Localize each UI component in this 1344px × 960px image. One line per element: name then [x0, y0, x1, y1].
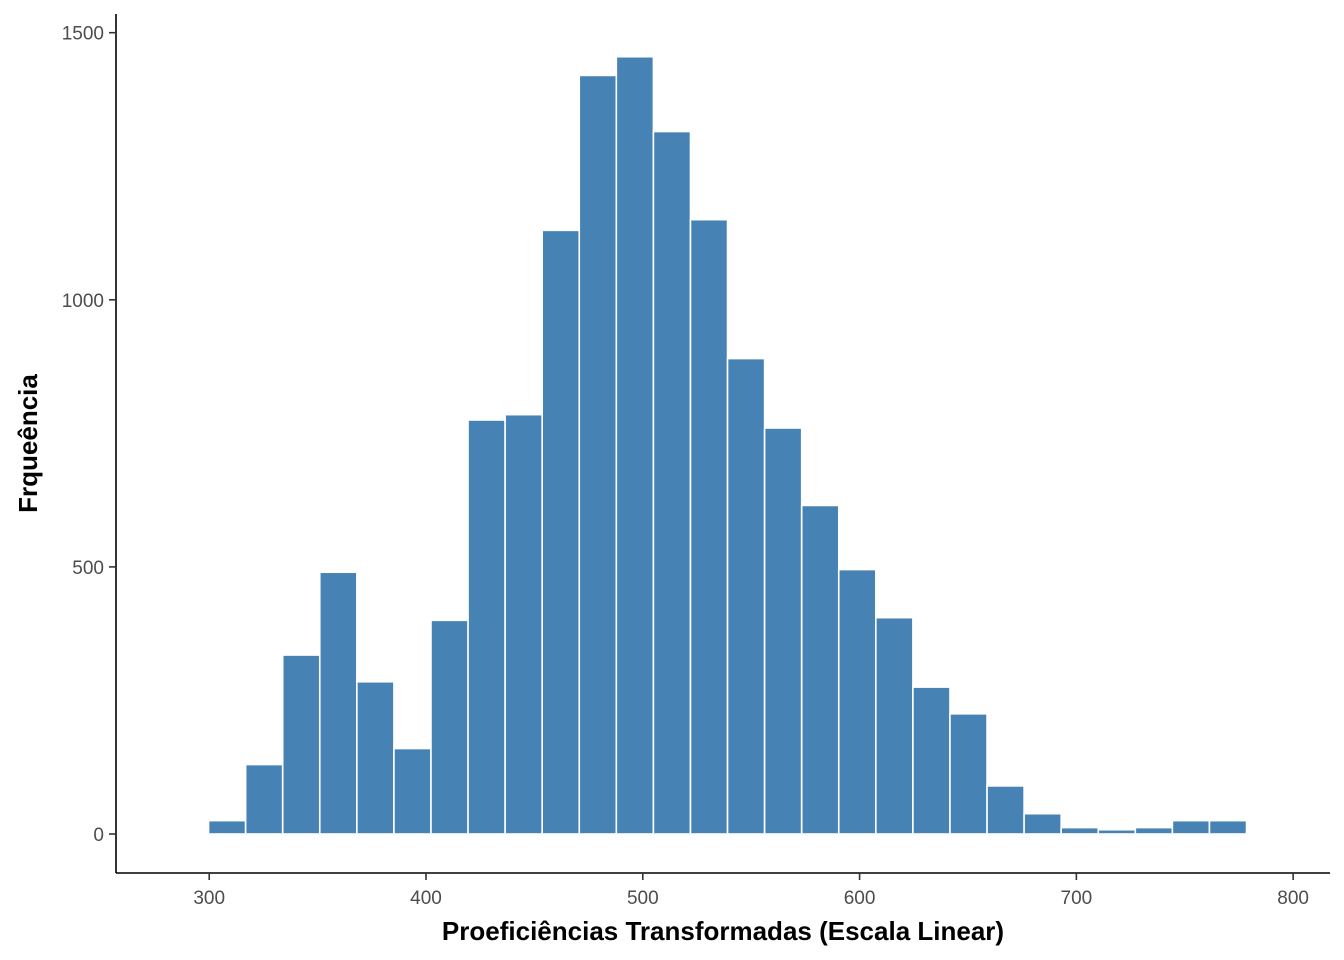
- histogram-bar: [875, 616, 914, 835]
- histogram-bar: [281, 654, 321, 835]
- histogram-bars: [207, 55, 1285, 835]
- histogram-bar: [837, 568, 877, 835]
- histogram-bar: [652, 130, 692, 835]
- x-tick-label: 600: [844, 888, 876, 909]
- histogram-bar: [430, 619, 469, 835]
- histogram-bar: [207, 819, 247, 835]
- histogram-bar: [541, 229, 581, 835]
- x-axis-ticks: 300 400 500 600 700 800: [193, 873, 1309, 909]
- histogram-bar: [504, 413, 544, 835]
- y-tick-label: 1000: [62, 291, 104, 312]
- x-tick-label: 300: [193, 888, 225, 909]
- histogram-bar: [1171, 819, 1211, 835]
- histogram-bar: [1023, 812, 1062, 835]
- histogram-bar: [393, 747, 432, 835]
- histogram-bar: [615, 55, 655, 835]
- histogram-bar: [763, 427, 803, 835]
- histogram-bar: [318, 571, 358, 835]
- x-axis-title: Proeficiências Transformadas (Escala Lin…: [442, 916, 1004, 946]
- histogram-bar: [986, 785, 1025, 835]
- x-tick-label: 400: [410, 888, 442, 909]
- histogram-bar: [467, 419, 506, 835]
- histogram-bar: [1097, 828, 1137, 835]
- histogram-bar: [1245, 831, 1285, 835]
- histogram-bar: [578, 74, 618, 835]
- histogram-bar: [949, 713, 988, 835]
- x-tick-label: 500: [627, 888, 659, 909]
- histogram-bar: [244, 763, 284, 835]
- y-tick-label: 500: [72, 558, 104, 579]
- x-tick-label: 700: [1061, 888, 1093, 909]
- histogram-bar: [1134, 826, 1174, 835]
- histogram-bar: [912, 686, 951, 835]
- histogram-bar: [800, 504, 840, 835]
- histogram-bar: [1208, 819, 1248, 835]
- histogram-bar: [356, 680, 395, 835]
- histogram-bar: [726, 357, 766, 835]
- x-tick-label: 800: [1277, 888, 1309, 909]
- y-axis-ticks: 0 500 1000 1500: [62, 24, 116, 846]
- y-tick-label: 1500: [62, 24, 104, 45]
- histogram-bar: [689, 218, 729, 835]
- histogram-bar: [1060, 826, 1100, 835]
- y-tick-label: 0: [93, 825, 104, 846]
- y-axis-title: Frqueência: [13, 374, 43, 513]
